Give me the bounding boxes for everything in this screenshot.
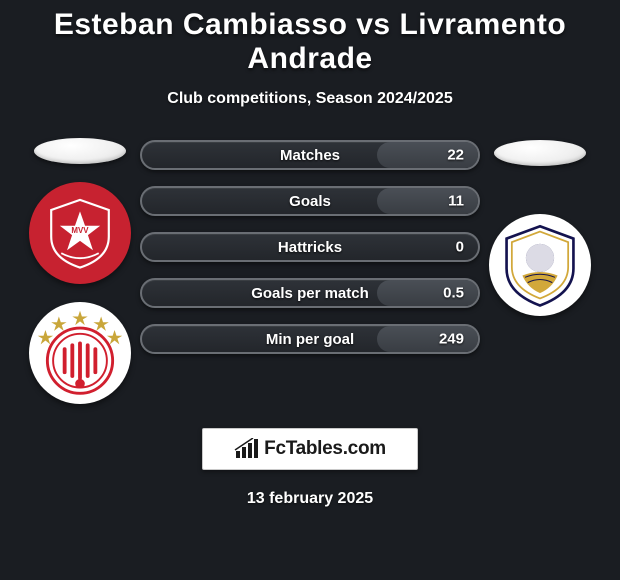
stat-value-right: 0.5	[443, 285, 464, 302]
subtitle: Club competitions, Season 2024/2025	[0, 90, 620, 108]
footer-brand-box: FcTables.com	[202, 428, 418, 470]
stat-row-goals-per-match: Goals per match 0.5	[140, 278, 480, 308]
mvv-shield-icon: MVV	[44, 197, 116, 269]
stat-label: Hattricks	[278, 239, 342, 256]
page-title: Esteban Cambiasso vs Livramento Andrade	[0, 8, 620, 76]
svg-text:MVV: MVV	[71, 226, 89, 235]
stat-value-right: 0	[456, 239, 464, 256]
stat-row-matches: Matches 22	[140, 140, 480, 170]
stat-label: Goals	[289, 193, 331, 210]
right-player-avatar-placeholder	[494, 140, 586, 166]
left-player-avatar-placeholder	[34, 138, 126, 164]
stat-label: Matches	[280, 147, 340, 164]
stats-column: Matches 22 Goals 11 Hattricks 0 Goals pe…	[140, 136, 480, 354]
stat-value-right: 11	[448, 193, 464, 210]
infographic-container: Esteban Cambiasso vs Livramento Andrade …	[0, 0, 620, 508]
olympiacos-crest-icon	[32, 305, 128, 401]
stat-row-min-per-goal: Min per goal 249	[140, 324, 480, 354]
stat-label: Goals per match	[251, 285, 369, 302]
footer-brand-text: FcTables.com	[264, 438, 386, 460]
club-badge-qarabag	[489, 214, 591, 316]
club-badge-olympiacos	[29, 302, 131, 404]
qarabag-crest-icon	[496, 221, 584, 309]
stat-row-hattricks: Hattricks 0	[140, 232, 480, 262]
left-player-column: MVV	[20, 136, 140, 404]
stat-value-right: 249	[439, 331, 464, 348]
main-row: MVV	[0, 136, 620, 404]
right-player-column	[480, 136, 600, 316]
club-badge-mvv: MVV	[29, 182, 131, 284]
date-text: 13 february 2025	[0, 490, 620, 508]
stat-row-goals: Goals 11	[140, 186, 480, 216]
bar-chart-icon	[234, 438, 260, 460]
stat-label: Min per goal	[266, 331, 354, 348]
stat-value-right: 22	[447, 147, 464, 164]
